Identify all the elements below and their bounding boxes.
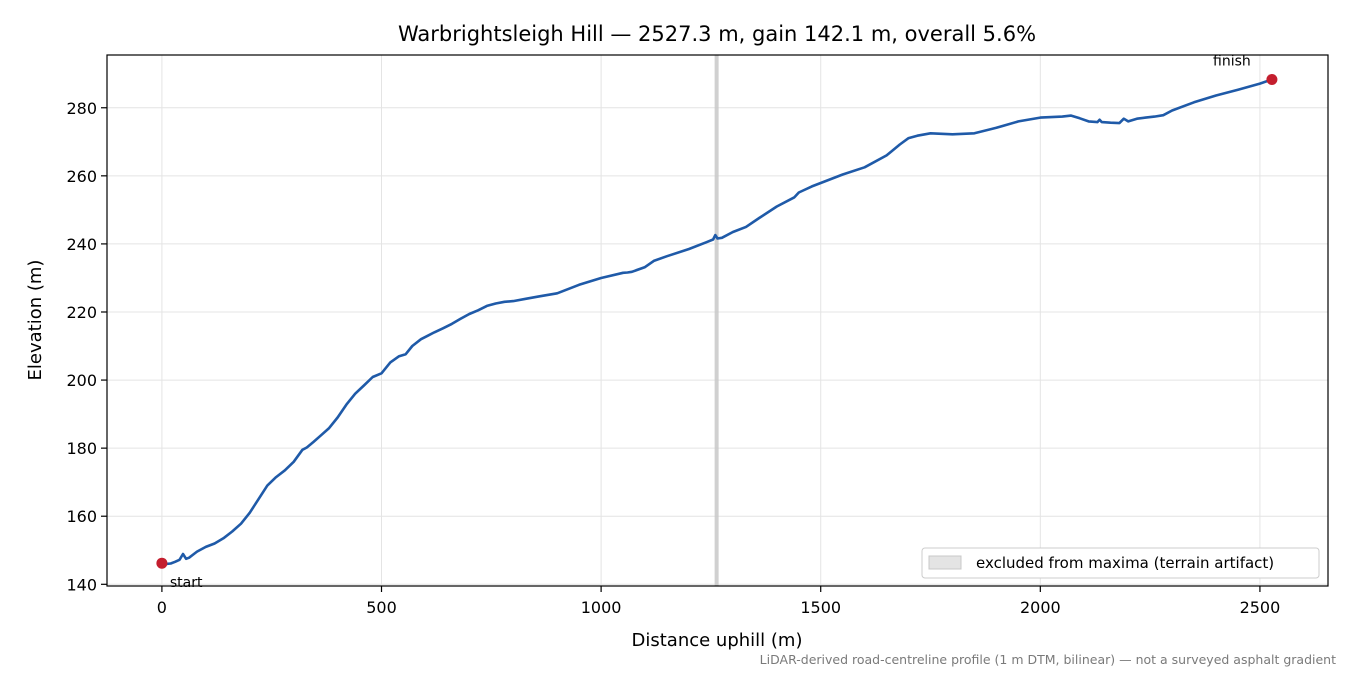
chart-title: Warbrightsleigh Hill — 2527.3 m, gain 14… [398,22,1036,46]
legend: excluded from maxima (terrain artifact) [921,547,1320,579]
axis-ticks: 0 500 1000 1500 2000 2500 140 160 180 200 220 240 26… [66,99,1280,617]
finish-marker [1266,74,1278,86]
plot-frame [106,54,1329,587]
x-tick-label: 0 [157,598,167,617]
legend-swatch-excluded [928,555,962,570]
finish-label: finish [1213,54,1251,70]
x-tick-label: 1000 [581,598,622,617]
y-tick-label: 200 [66,371,97,390]
x-axis-label: Distance uphill (m) [632,630,803,651]
legend-label-excluded: excluded from maxima (terrain artifact) [976,554,1274,572]
x-tick-label: 1500 [800,598,841,617]
excluded-band-group [714,55,719,586]
profile-line-group [160,78,1274,566]
y-tick-label: 180 [66,439,97,458]
profile-line [160,78,1274,566]
y-axis-label: Elevation (m) [25,260,46,381]
x-tick-label: 500 [366,598,397,617]
x-tick-label: 2500 [1240,598,1281,617]
y-tick-label: 240 [66,235,97,254]
y-tick-label: 160 [66,507,97,526]
excluded-band [714,55,719,586]
start-marker [156,557,168,569]
y-tick-label: 140 [66,575,97,594]
start-label: start [170,575,203,591]
y-tick-label: 260 [66,167,97,186]
y-tick-label: 220 [66,303,97,322]
y-tick-label: 280 [66,99,97,118]
legend-frame [921,547,1320,579]
footnote: LiDAR-derived road-centreline profile (1… [760,652,1336,667]
x-tick-label: 2000 [1020,598,1061,617]
endpoint-markers: start finish [156,54,1278,591]
